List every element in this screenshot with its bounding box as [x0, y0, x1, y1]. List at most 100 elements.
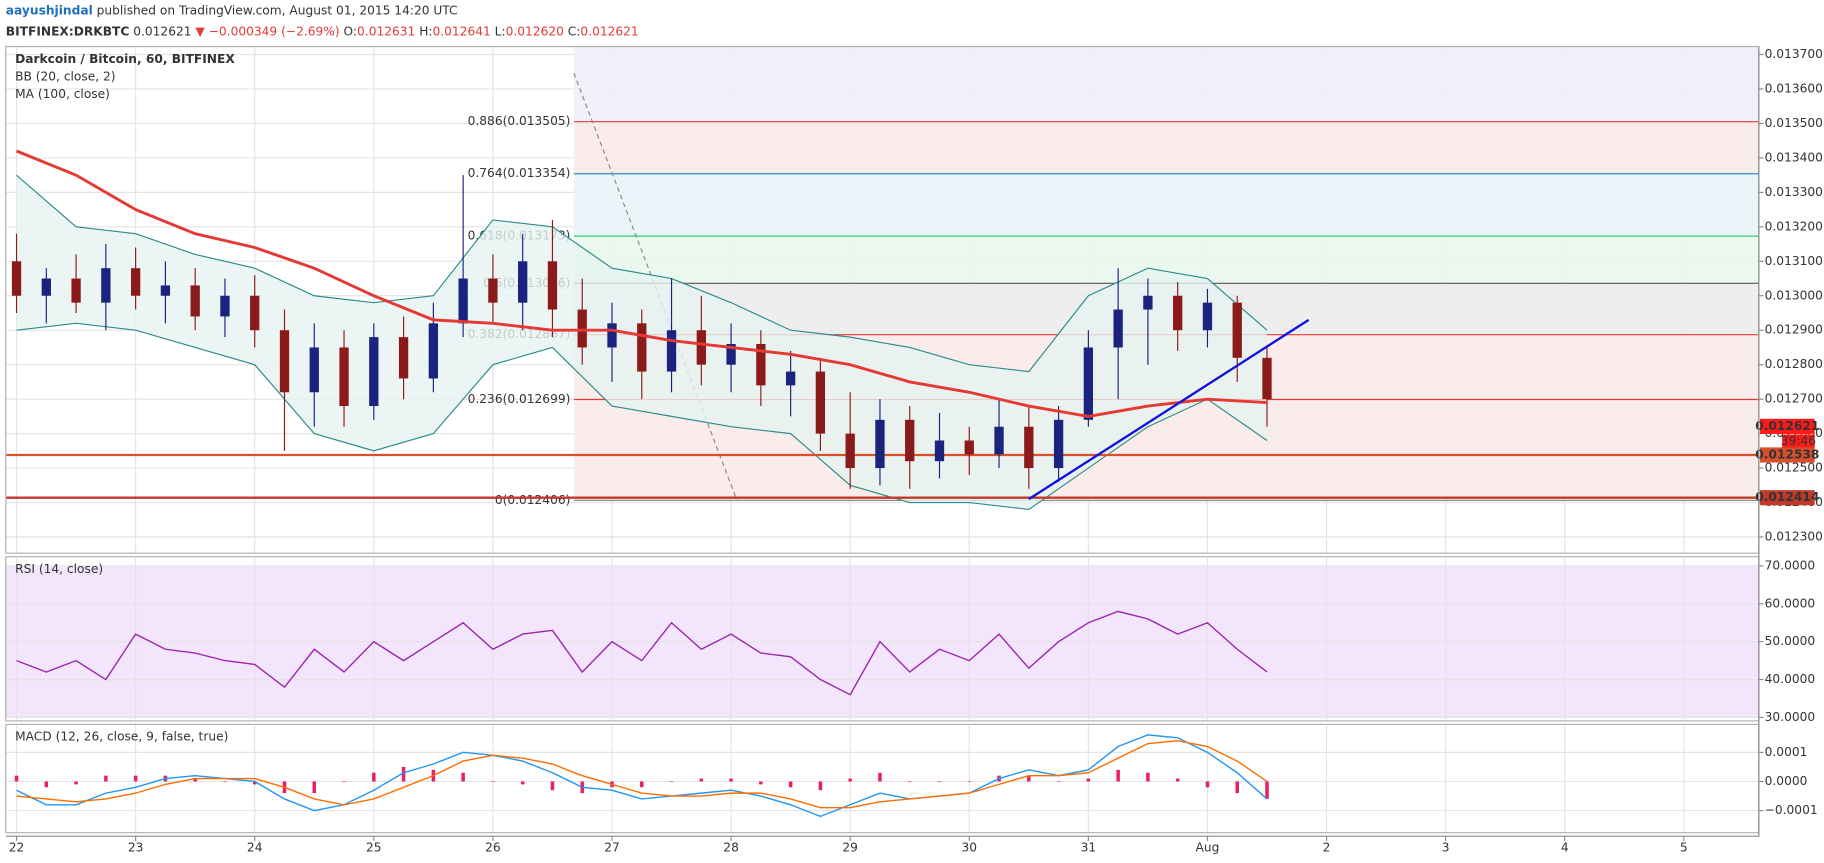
y-tick-label: 30.0000	[1765, 710, 1816, 724]
macd-histogram-bar	[342, 781, 346, 783]
indicator-legend: MA (100, close)	[15, 87, 110, 101]
candle-body	[964, 440, 974, 455]
candle-body	[637, 323, 647, 372]
macd-histogram-bar	[729, 778, 733, 782]
x-tick-label: Aug	[1196, 840, 1220, 854]
candle-body	[607, 323, 617, 348]
change-arrow: ▼	[195, 24, 205, 38]
fib-zone	[573, 46, 1759, 122]
fib-label: 0.764(0.013354)	[468, 166, 571, 180]
ohlc-label: L:	[495, 24, 506, 38]
candle-body	[547, 261, 558, 310]
countdown-box	[1782, 434, 1815, 449]
ohlc-value: 0.012620	[506, 24, 564, 38]
macd-histogram-bar	[907, 781, 912, 783]
macd-line	[16, 740, 1268, 809]
header-line-1: aayushjindal published on TradingView.co…	[6, 3, 458, 17]
macd-histogram-bar	[759, 781, 763, 785]
rsi-line	[16, 610, 1268, 696]
fib-label: 0(0.012406)	[495, 493, 571, 507]
candle-body	[488, 278, 498, 303]
y-tick-label: 70.0000	[1765, 558, 1816, 572]
candle-body	[11, 261, 22, 296]
candle-body	[1083, 347, 1094, 420]
candle-body	[1202, 302, 1213, 331]
macd-histogram-bar	[1086, 778, 1091, 782]
ohlc-label: O:	[344, 24, 358, 38]
candle-body	[1024, 426, 1034, 469]
author[interactable]: aayushjindal	[6, 3, 93, 17]
macd-histogram-bar	[818, 781, 823, 791]
y-tick-label: 0.0000	[1765, 774, 1808, 788]
macd-histogram-bar	[848, 778, 852, 782]
candle-body	[756, 344, 766, 386]
fib-label: 0.886(0.013505)	[468, 114, 571, 128]
x-tick-label: 3	[1442, 840, 1450, 854]
x-tick-label: 2	[1323, 840, 1331, 854]
candle-body	[875, 419, 885, 469]
y-tick-label: 0.013600	[1765, 81, 1823, 95]
candle-body	[905, 419, 915, 462]
macd-histogram-bar	[491, 781, 495, 783]
x-tick-label: 4	[1561, 840, 1569, 854]
fib-zone	[573, 121, 1759, 174]
candle-body	[696, 330, 706, 365]
ohlc-value: 0.012621	[580, 24, 638, 38]
candle-body	[845, 433, 855, 469]
published: published on TradingView.com, August 01,…	[97, 3, 458, 17]
candle-body	[785, 371, 796, 386]
macd-histogram-bar	[1027, 775, 1031, 782]
x-tick-label: 27	[604, 840, 620, 854]
candle-body	[279, 330, 290, 393]
ohlc-label: H:	[419, 24, 432, 38]
x-tick-label: 5	[1680, 840, 1688, 854]
candle-body	[1143, 295, 1153, 310]
macd-histogram-bar	[1235, 781, 1239, 794]
pane-title: Darkcoin / Bitcoin, 60, BITFINEX	[15, 52, 235, 66]
price-label: 0.012538	[1755, 447, 1819, 461]
symbol: BITFINEX:DRKBTC	[6, 24, 130, 38]
fib-label: 0.236(0.012699)	[468, 392, 571, 406]
y-tick-label: 0.013700	[1765, 47, 1823, 61]
candle-body	[1262, 357, 1272, 400]
candle-body	[101, 268, 111, 303]
candle-body	[577, 309, 587, 348]
y-tick-label: −0.0001	[1765, 803, 1818, 817]
candle-body	[71, 278, 81, 303]
price-label: 0.012414	[1755, 490, 1819, 504]
x-tick-label: 22	[9, 840, 25, 854]
macd-histogram-bar	[372, 772, 376, 782]
x-tick-label: 23	[128, 840, 144, 854]
y-tick-label: 40.0000	[1765, 672, 1816, 686]
candle-body	[339, 347, 349, 407]
bb-lower	[16, 322, 1268, 511]
macd-histogram-bar	[550, 781, 555, 791]
candle-body	[666, 330, 677, 372]
macd-histogram-bar	[669, 781, 674, 783]
candle-body	[160, 285, 171, 296]
candle-body	[369, 337, 379, 407]
candle-body	[130, 268, 141, 296]
x-tick-label: 28	[723, 840, 739, 854]
candle-body	[458, 278, 468, 324]
price-label: 0.012621	[1755, 419, 1819, 433]
macd-histogram-bar	[1265, 781, 1269, 799]
y-tick-label: 0.012500	[1765, 461, 1823, 475]
bb-upper	[16, 174, 1268, 373]
y-tick-label: 50.0000	[1765, 634, 1816, 648]
y-tick-label: 0.0001	[1765, 745, 1808, 759]
macd-histogram-bar	[74, 781, 78, 785]
macd-histogram-bar	[520, 781, 525, 785]
candle-body	[1053, 419, 1064, 469]
y-tick-label: 0.012300	[1765, 530, 1823, 544]
candle-body	[1113, 309, 1123, 348]
candle-body	[309, 347, 319, 393]
macd-histogram-bar	[14, 775, 19, 782]
y-tick-label: 0.012800	[1765, 357, 1823, 371]
ohlc-value: 0.012631	[357, 24, 415, 38]
macd-histogram-bar	[193, 778, 197, 782]
macd-histogram-bar	[1116, 769, 1120, 782]
y-tick-label: 60.0000	[1765, 596, 1816, 610]
